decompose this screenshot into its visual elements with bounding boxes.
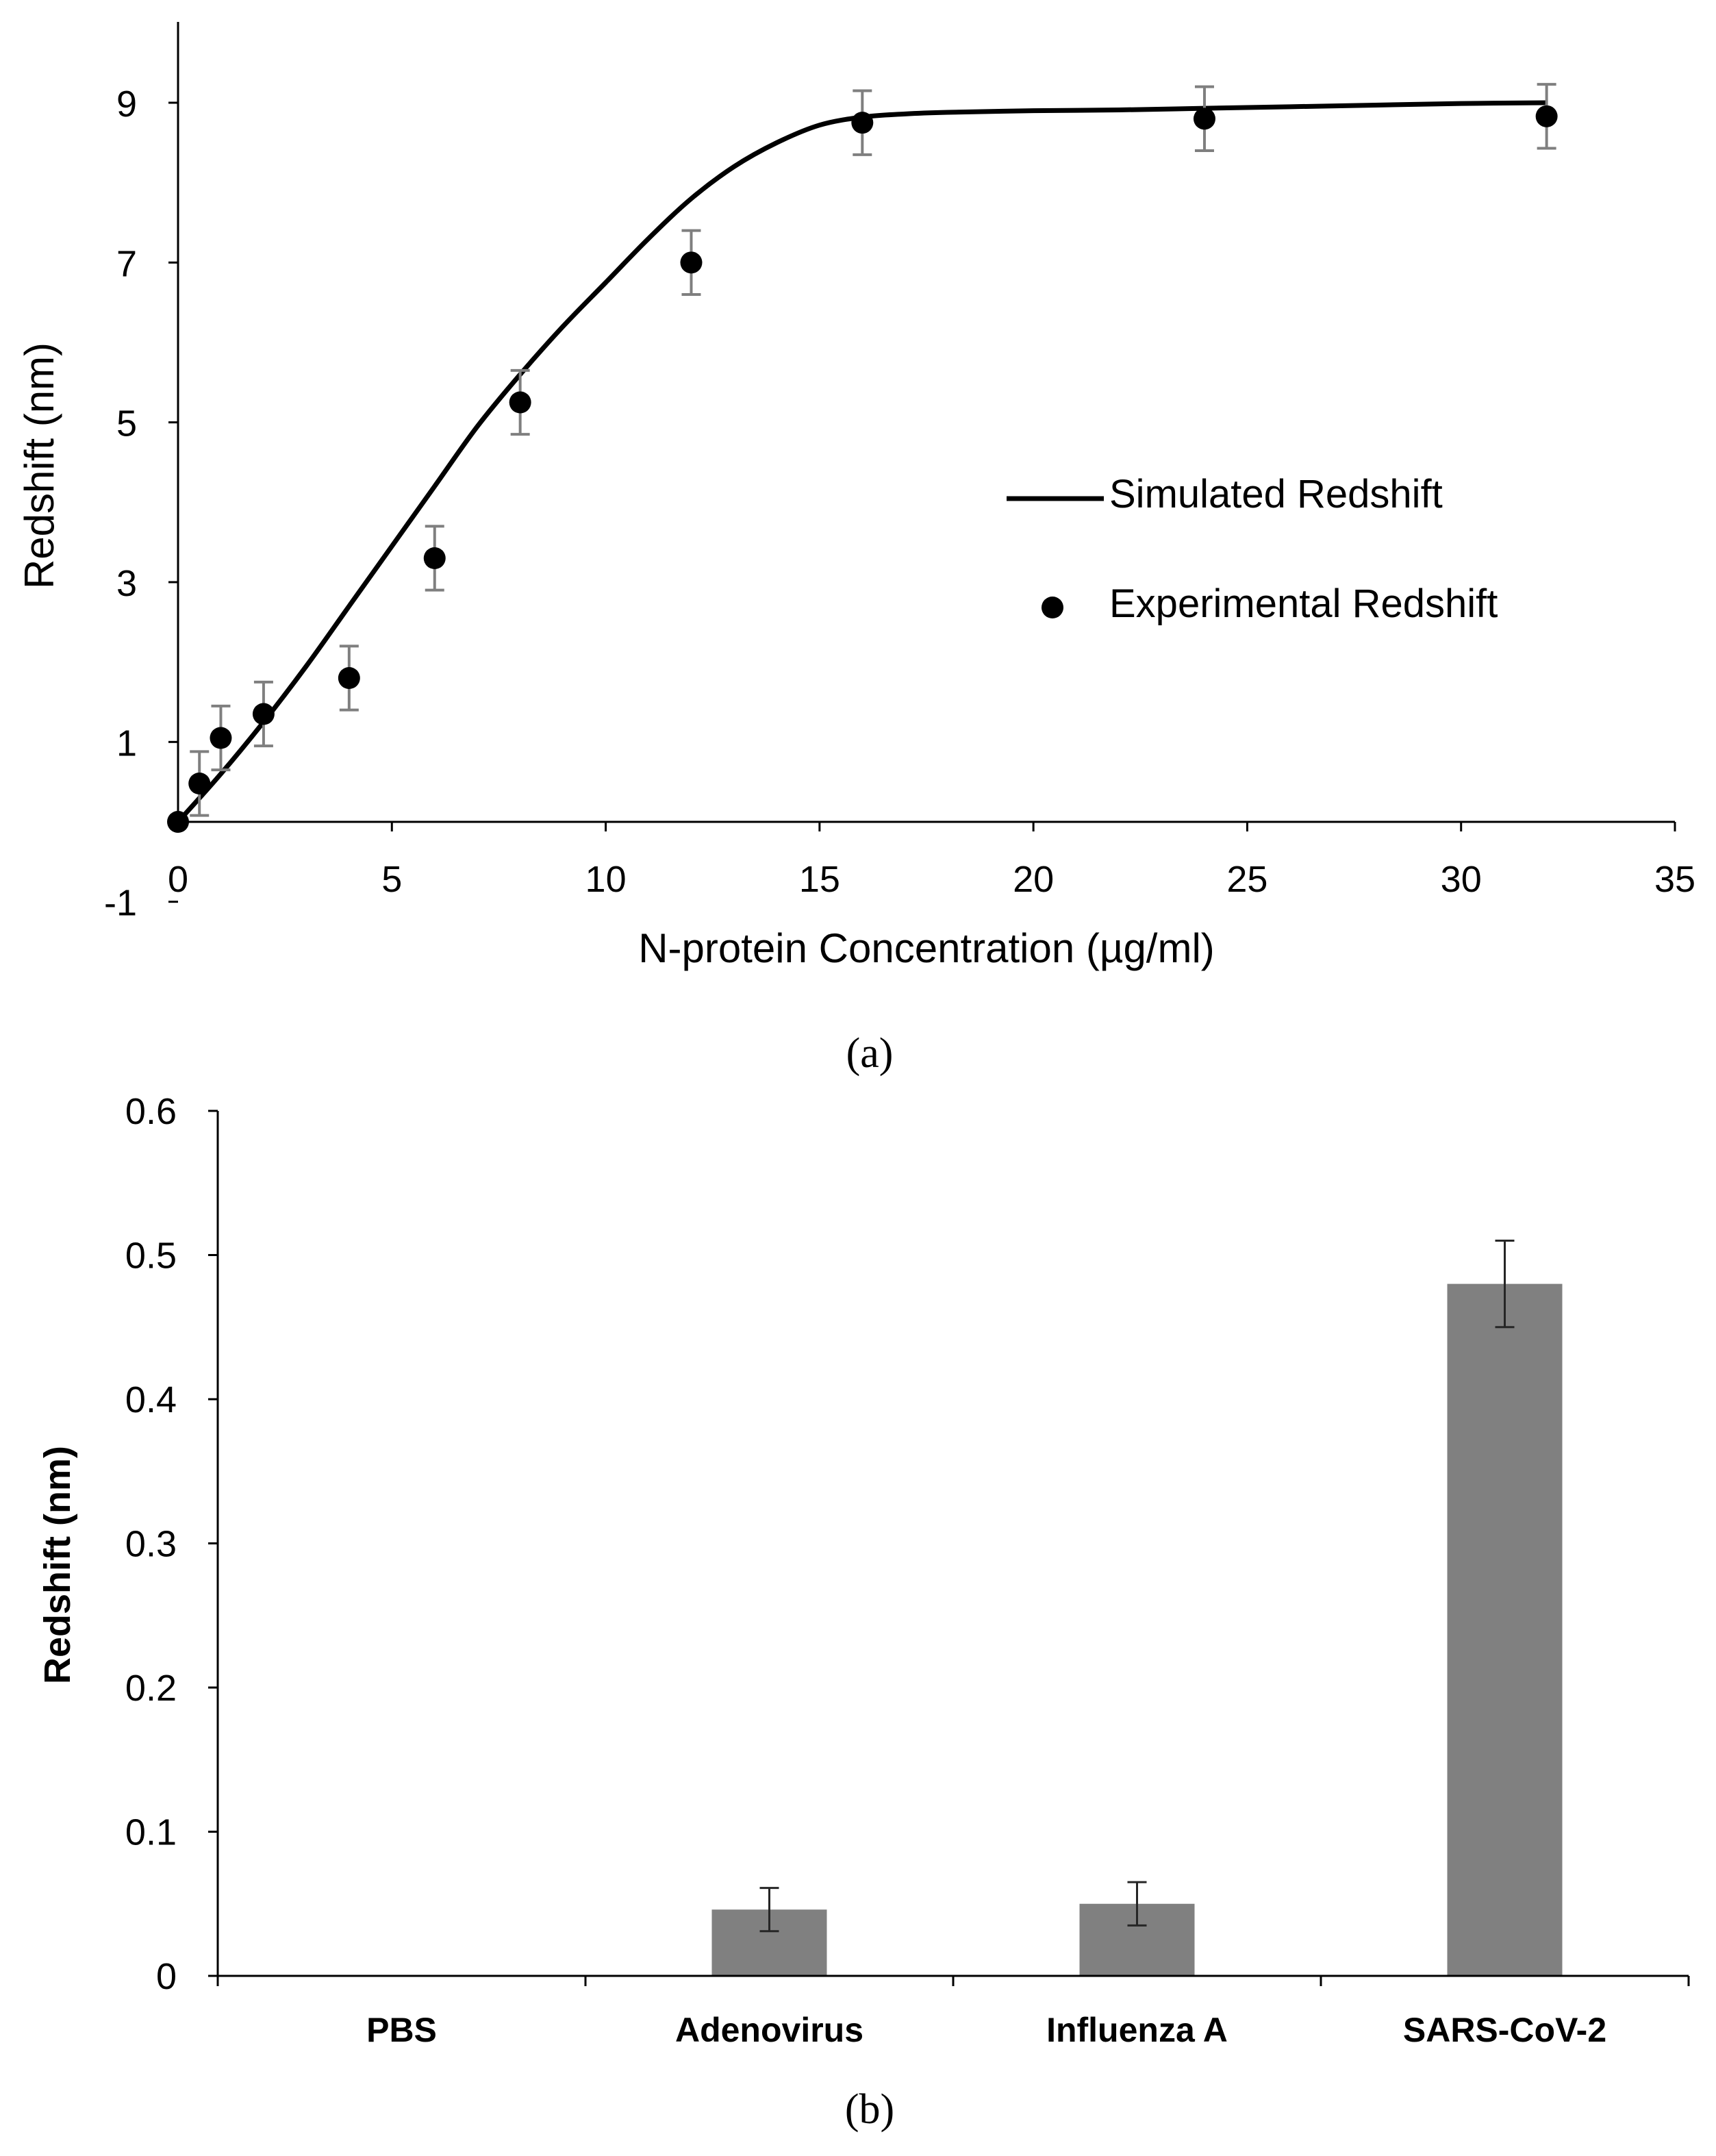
panel-b-category-dividers — [216, 1976, 1690, 1986]
experimental-point — [423, 547, 446, 569]
y-tick-label: 9 — [116, 84, 137, 125]
experimental-point — [210, 727, 232, 749]
experimental-point — [851, 112, 874, 134]
panel-a-error-bars — [190, 83, 1556, 817]
x-tick-label: 20 — [1013, 859, 1054, 900]
bar — [1447, 1283, 1563, 1976]
panel-a-label: (a) — [846, 1030, 894, 1077]
experimental-point — [680, 251, 703, 274]
legend-label-experimental: Experimental Redshift — [1109, 581, 1498, 626]
experimental-point — [188, 773, 211, 794]
y-tick-label: 0.5 — [125, 1236, 177, 1277]
panel-b-bars — [711, 1283, 1563, 1976]
x-tick-label: 35 — [1654, 859, 1695, 900]
y-tick-label: 0.2 — [125, 1668, 177, 1709]
panel-b-category-labels: PBS Adenovirus Influenza A SARS-CoV-2 — [366, 2011, 1606, 2049]
experimental-point — [1193, 108, 1215, 130]
experimental-point — [252, 703, 275, 725]
y-tick-label: 7 — [116, 243, 137, 284]
legend-dot-swatch — [1042, 597, 1063, 618]
panel-b-bar-chart: 0 0.1 0.2 0.3 0.4 0.5 0.6 PBS Adenovirus Influen… — [37, 1091, 1690, 2133]
y-tick-label: 5 — [116, 403, 137, 444]
y-tick-label: 0.4 — [125, 1379, 177, 1420]
x-tick-label: 5 — [381, 859, 402, 900]
experimental-point — [338, 667, 360, 689]
y-tick-label: 0.1 — [125, 1812, 177, 1853]
panel-a-y-axis-label: Redshift (nm) — [16, 342, 62, 589]
x-tick-label: 15 — [799, 859, 840, 900]
experimental-point — [509, 391, 531, 414]
simulated-redshift-curve — [176, 100, 1547, 824]
panel-a-x-axis-label: N-protein Concentration (µg/ml) — [638, 925, 1215, 971]
panel-b-error-bars — [759, 1239, 1515, 1933]
x-tick-label: 30 — [1441, 859, 1482, 900]
category-label: PBS — [366, 2011, 437, 2049]
experimental-point — [1535, 105, 1558, 127]
y-tick-label: -1 — [104, 883, 137, 924]
x-tick-label: 10 — [585, 859, 627, 900]
panel-a-x-ticks: 0 5 10 15 20 25 30 35 — [168, 822, 1695, 900]
y-tick-label: 0 — [156, 1956, 177, 1997]
panel-b-y-axis-label: Redshift (nm) — [37, 1446, 78, 1684]
legend-label-simulated: Simulated Redshift — [1109, 472, 1443, 516]
category-label: SARS-CoV-2 — [1403, 2011, 1606, 2049]
x-tick-label: 25 — [1226, 859, 1267, 900]
y-tick-label: 3 — [116, 563, 137, 604]
panel-a-y-ticks: -1 1 3 5 7 9 — [104, 84, 178, 924]
y-tick-label: 1 — [116, 723, 137, 764]
y-tick-label: 0.3 — [125, 1524, 177, 1565]
experimental-point — [167, 811, 189, 833]
category-label: Influenza A — [1046, 2011, 1228, 2049]
panel-a-legend: Simulated Redshift Experimental Redshift — [1007, 472, 1498, 626]
y-tick-label: 0.6 — [125, 1091, 177, 1132]
x-tick-label: 0 — [168, 859, 188, 900]
panel-b-label: (b) — [845, 2086, 894, 2133]
category-label: Adenovirus — [675, 2011, 863, 2049]
panel-b-y-ticks: 0 0.1 0.2 0.3 0.4 0.5 0.6 — [125, 1091, 218, 1997]
experimental-redshift-points — [167, 105, 1558, 833]
